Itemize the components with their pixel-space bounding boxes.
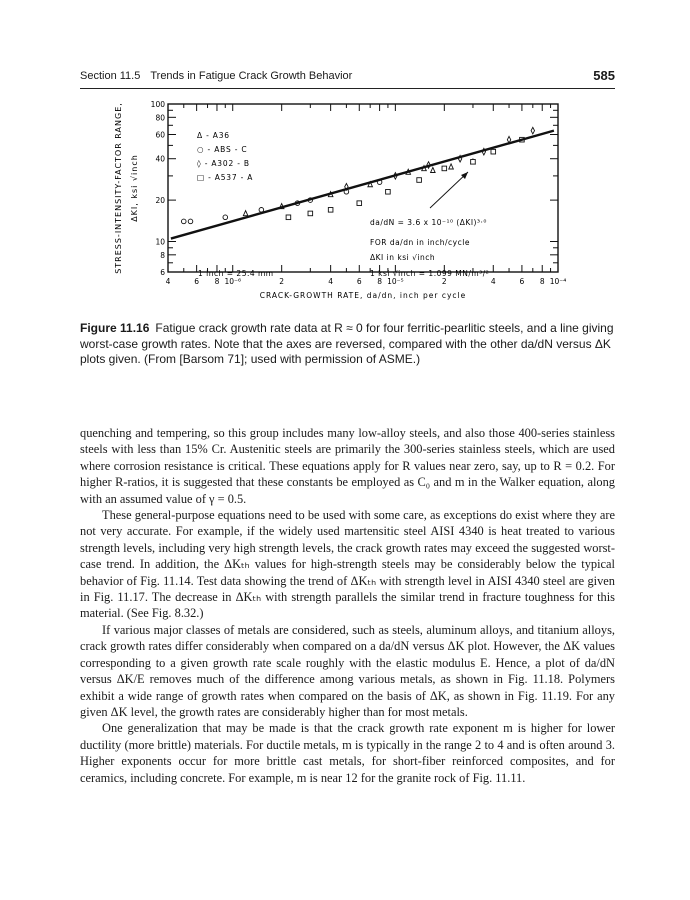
figure-caption-text: Fatigue crack growth rate data at R ≈ 0 … xyxy=(80,321,614,366)
x-tick-label: 4 xyxy=(328,277,333,286)
plot-frame xyxy=(167,103,559,273)
figure-label: Figure 11.16 xyxy=(80,321,150,335)
x-tick-label: 2 xyxy=(279,277,284,286)
x-tick-label: 10⁻⁴ xyxy=(550,277,567,286)
x-tick-label: 10⁻⁶ xyxy=(224,277,241,286)
running-header: Section 11.5 Trends in Fatigue Crack Grow… xyxy=(80,68,615,89)
y-tick-label: 40 xyxy=(155,155,165,164)
data-point-a36 xyxy=(448,162,455,170)
x-axis-label: CRACK-GROWTH RATE, da/dn, inch per cycle xyxy=(260,291,466,300)
inch-conversion: 1 inch = 25.4 mm xyxy=(198,269,274,278)
y-tick-label: 20 xyxy=(155,196,165,205)
worst-case-line xyxy=(170,129,555,240)
annotation-arrow xyxy=(429,171,469,209)
x-tick-label: 4 xyxy=(166,277,171,286)
data-point-abs-c xyxy=(222,214,229,221)
y-axis-label-line2: ΔKI, ksi √inch xyxy=(130,154,139,222)
data-point-a302-b xyxy=(530,126,536,135)
arrow-head xyxy=(461,172,468,179)
data-point-a537-a xyxy=(327,207,334,213)
data-point-a537-a xyxy=(285,214,292,221)
y-tick-label: 10 xyxy=(155,237,165,246)
data-point-a36 xyxy=(429,166,436,173)
legend-a36: Δ - A36 xyxy=(197,131,230,140)
x-tick-label: 10⁻⁵ xyxy=(387,277,404,286)
figure-caption: Figure 11.16 Fatigue crack growth rate da… xyxy=(80,321,620,368)
x-tick-label: 6 xyxy=(357,277,362,286)
data-point-a36 xyxy=(367,180,374,188)
x-tick-label: 2 xyxy=(442,277,447,286)
legend-a302-b: ◊ - A302 - B xyxy=(197,159,250,168)
section-title: Trends in Fatigue Crack Growth Behavior xyxy=(150,70,353,82)
equation-annotation: da/dN = 3.6 x 10⁻¹⁰ (ΔKI)³·⁰ FOR da/dn i… xyxy=(370,218,489,278)
conversion-text: 1 ksi √inch = 1.099 MN/m³/² xyxy=(370,269,489,278)
data-point-a537-a xyxy=(470,159,476,165)
data-point-a537-a xyxy=(356,200,363,206)
data-point-a537-a xyxy=(385,189,391,195)
units-text-1: FOR da/dn in inch/cycle xyxy=(370,238,470,247)
paragraph: These general-purpose equations need to … xyxy=(80,508,615,621)
equation-text: da/dN = 3.6 x 10⁻¹⁰ (ΔKI)³·⁰ xyxy=(370,218,487,227)
paragraph: One generalization that may be made is t… xyxy=(80,721,615,785)
section-number: Section 11.5 xyxy=(80,70,141,82)
data-point-a537-a xyxy=(307,210,314,217)
data-point-a36 xyxy=(242,209,249,217)
x-tick-label: 8 xyxy=(215,277,220,286)
x-tick-label: 6 xyxy=(520,277,525,286)
x-tick-label: 8 xyxy=(540,277,545,286)
paragraph: If various major classes of metals are c… xyxy=(80,622,615,719)
y-axis-label-line1: STRESS-INTENSITY-FACTOR RANGE, xyxy=(114,102,123,274)
legend: Δ - A36 ○ - ABS - C ◊ - A302 - B □ - A53… xyxy=(197,131,253,182)
paragraph: quenching and tempering, so this group i… xyxy=(80,426,615,506)
page-number: 585 xyxy=(593,68,615,83)
data-point-abs-c xyxy=(187,218,194,225)
y-tick-label: 80 xyxy=(155,113,165,122)
y-tick-label: 60 xyxy=(155,131,165,140)
y-tick-label: 6 xyxy=(160,268,165,277)
x-tick-label: 4 xyxy=(491,277,496,286)
data-point-a537-a xyxy=(490,148,497,155)
body-text: quenching and tempering, so this group i… xyxy=(80,425,615,786)
x-tick-label: 6 xyxy=(194,277,199,286)
legend-abs-c: ○ - ABS - C xyxy=(197,145,247,154)
units-text-2: ΔKI in ksi √inch xyxy=(370,253,435,262)
x-tick-label: 8 xyxy=(377,277,382,286)
data-point-a537-a xyxy=(441,165,448,172)
data-point-a537-a xyxy=(416,177,422,183)
y-tick-label: 100 xyxy=(151,100,166,109)
section-heading: Section 11.5 Trends in Fatigue Crack Grow… xyxy=(80,70,362,82)
y-tick-label: 8 xyxy=(160,251,165,260)
data-point-abs-c xyxy=(181,218,187,225)
legend-a537-a: □ - A537 - A xyxy=(197,173,253,182)
